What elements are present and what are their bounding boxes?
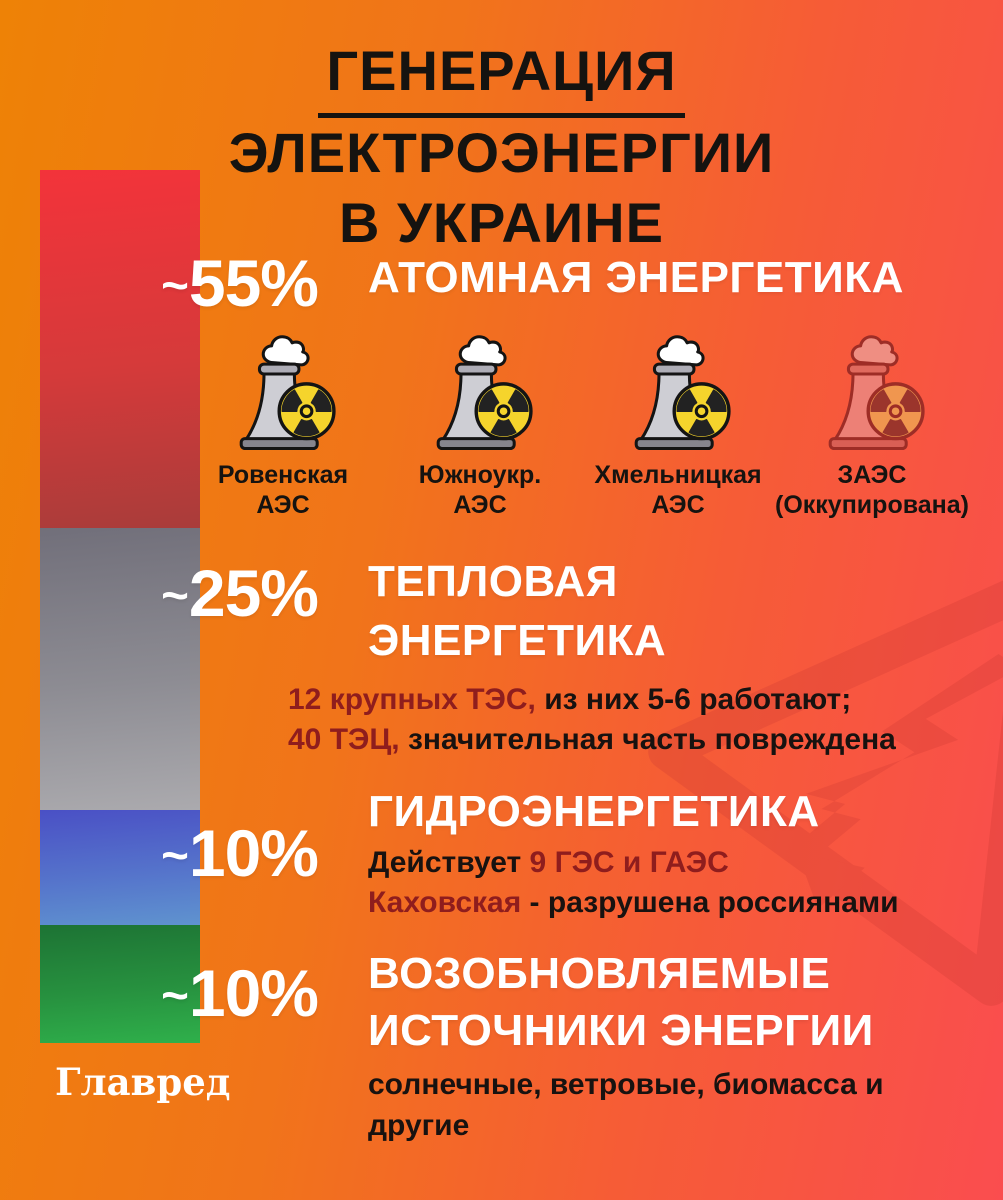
- radiation-symbol-icon: [672, 382, 731, 441]
- renewables-details: солнечные, ветровые, биомасса и другие: [368, 1068, 884, 1142]
- radiation-symbol-icon: [474, 382, 533, 441]
- percent-value: 10%: [188, 956, 319, 1030]
- percent-value: 25%: [188, 556, 319, 630]
- smoke-icon: [261, 335, 310, 367]
- hydro-details: Действует 9 ГЭС и ГАЭС Каховская - разру…: [368, 843, 899, 923]
- title-line-1: ГЕНЕРАЦИЯ: [0, 36, 1003, 118]
- section-title-nuclear: АТОМНАЯ ЭНЕРГЕТИКА: [368, 253, 904, 302]
- section-title-thermal-line1: ТЕПЛОВАЯ: [368, 557, 618, 606]
- plant-yuzhnoukrainsk: Южноукр. АЭС: [375, 332, 585, 520]
- approx-tilde: ~: [161, 569, 189, 623]
- thermal-details: 12 крупных ТЭС, из них 5-6 работают; 40 …: [288, 680, 896, 760]
- approx-tilde: ~: [161, 829, 189, 883]
- plant-label: Ровенская АЭС: [217, 461, 349, 519]
- hydro-detail-line1: Действует 9 ГЭС и ГАЭС: [368, 846, 729, 879]
- approx-tilde: ~: [161, 969, 189, 1023]
- percent-value: 10%: [188, 816, 319, 890]
- approx-tilde: ~: [161, 259, 189, 313]
- source-logo-glavred: Главред: [55, 1060, 231, 1104]
- section-title-renewables: ВОЗОБНОВЛЯЕМЫЕ ИСТОЧНИКИ ЭНЕРГИИ: [368, 945, 874, 1059]
- percent-label-renewables: ~10%: [0, 960, 319, 1030]
- plant-rovno: Ровенская АЭС: [178, 332, 388, 520]
- cooling-tower-rim: [257, 362, 301, 376]
- section-title-renewables-line1: ВОЗОБНОВЛЯЕМЫЕ: [368, 949, 831, 998]
- title-line-3: В УКРАИНЕ: [339, 191, 664, 254]
- title-line-2: ЭЛЕКТРОЭНЕРГИИ: [228, 121, 775, 184]
- nuclear-plant-icon: [436, 335, 533, 450]
- section-title-renewables-line2: ИСТОЧНИКИ ЭНЕРГИИ: [368, 1006, 874, 1055]
- bar-segment-thermal: [40, 528, 200, 810]
- plant-label: Южноукр. АЭС: [418, 461, 542, 519]
- cooling-tower-base: [239, 437, 319, 450]
- radiation-symbol-icon: [866, 382, 925, 441]
- thermal-detail-line2: 40 ТЭЦ, значительная часть повреждена: [288, 723, 896, 756]
- generation-share-stacked-bar: [40, 170, 200, 1043]
- bar-segment-hydro: [40, 810, 200, 925]
- percent-value: 55%: [188, 246, 319, 320]
- high-voltage-watermark-icon: [648, 568, 1003, 1006]
- plant-label: Хмельницкая АЭС: [594, 461, 762, 519]
- bar-segment-renewables: [40, 925, 200, 1043]
- page-title: ГЕНЕРАЦИЯ ЭЛЕКТРОЭНЕРГИИ В УКРАИНЕ: [0, 36, 1003, 258]
- nuclear-plant-occupied-icon: [828, 335, 925, 450]
- nuclear-plant-icon: [634, 335, 731, 450]
- radiation-symbol-icon: [277, 382, 336, 441]
- hydro-detail-line2: Каховская - разрушена россиянами: [368, 886, 899, 919]
- nuclear-plant-icon: [239, 335, 336, 450]
- bar-segment-nuclear: [40, 170, 200, 528]
- percent-label-thermal: ~25%: [0, 560, 319, 630]
- plant-zaporizhzhia-occupied: ЗАЭС (Оккупирована): [767, 332, 977, 520]
- section-title-thermal-line2: ЭНЕРГЕТИКА: [368, 616, 667, 665]
- percent-label-hydro: ~10%: [0, 820, 319, 890]
- plant-khmelnytskyi: Хмельницкая АЭС: [573, 332, 783, 520]
- section-title-hydro: ГИДРОЭНЕРГЕТИКА: [368, 787, 820, 836]
- thermal-detail-line1: 12 крупных ТЭС, из них 5-6 работают;: [288, 683, 852, 716]
- percent-label-nuclear: ~55%: [0, 250, 319, 320]
- plant-label: ЗАЭС (Оккупирована): [775, 461, 969, 519]
- section-title-thermal: ТЕПЛОВАЯ ЭНЕРГЕТИКА: [368, 552, 666, 670]
